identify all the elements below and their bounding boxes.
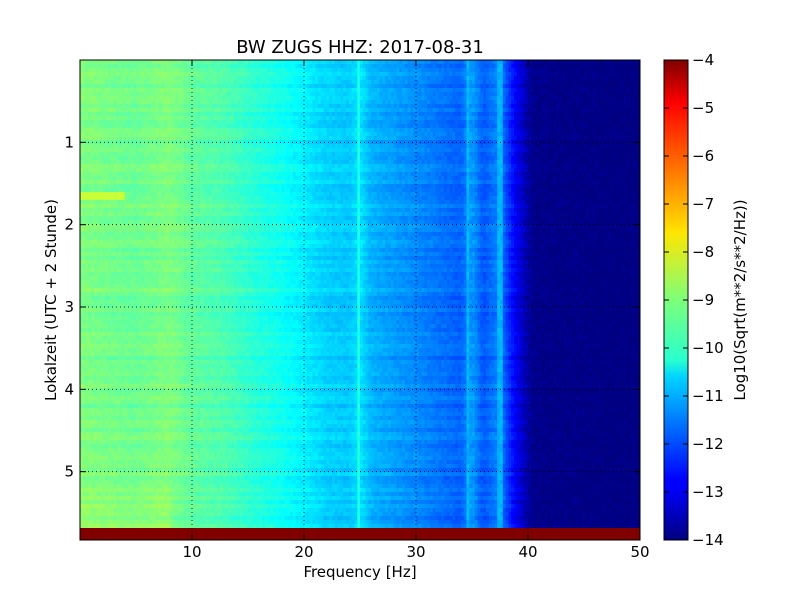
chart-title: BW ZUGS HHZ: 2017-08-31 xyxy=(236,37,484,58)
spectrogram-heatmap xyxy=(80,60,641,541)
